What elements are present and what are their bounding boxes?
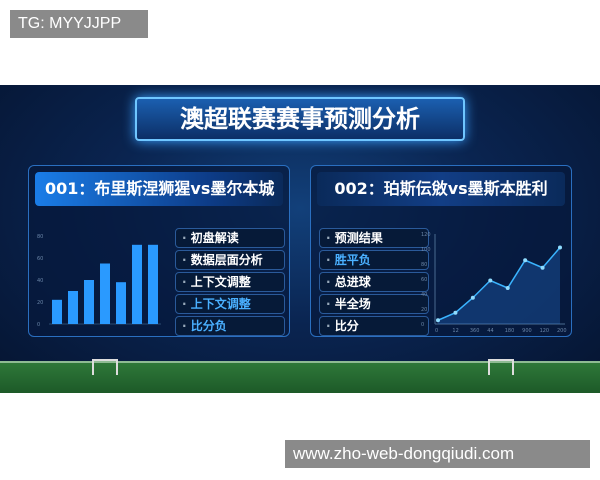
option-item[interactable]: 数据层面分析 [175,250,285,270]
option-item[interactable]: 预测结果 [319,228,429,248]
option-item[interactable]: 半全场 [319,294,429,314]
x-tick-label: 12 [452,328,458,334]
bar [68,291,78,324]
match-panel-2: 002：珀斯伝敓vs墨斯本胜利 预测结果胜平负总进球半全场比分 0 20 40 60 8… [310,165,572,337]
bar [100,263,110,324]
y-tick-label: 20 [421,307,427,313]
page-title: 澳超联赛赛事预测分析 [135,97,465,141]
data-point [523,258,528,263]
data-point [453,310,458,315]
y-tick-label: 40 [37,278,43,284]
data-point [558,245,562,250]
y-tick-label: 40 [421,292,427,298]
option-item[interactable]: 初盘解读 [175,228,285,248]
goal-left [92,359,118,375]
data-point [488,278,493,283]
data-point [436,318,440,323]
bar [132,244,142,324]
y-tick-label: 0 [37,322,40,328]
line-chart: 0 20 40 60 80 100 120 0 12 360 44 180 900 120 200 [421,232,567,334]
option-item[interactable]: 上下文调整 [175,272,285,292]
watermark-top: TG: MYYJJPP [10,10,148,38]
bar-chart: 0 20 40 60 80 [37,234,161,328]
y-tick-label: 120 [421,232,431,238]
banner: 澳超联赛赛事预测分析 001：布里斯涅狮猩vs墨尔本城 0 20 40 60 80 初盘… [0,85,600,393]
options-list-1: 初盘解读数据层面分析上下文调整上下文调整比分负 [175,228,285,336]
data-point [505,286,510,290]
option-item[interactable]: 比分 [319,316,429,336]
y-tick-label: 60 [421,277,427,283]
match-header-2: 002：珀斯伝敓vs墨斯本胜利 [317,172,565,206]
y-tick-label: 20 [37,300,43,306]
x-tick-label: 900 [522,328,532,334]
bar [84,280,94,324]
y-tick-label: 0 [421,322,424,328]
bar [52,299,62,324]
option-item[interactable]: 胜平负 [319,250,429,270]
series-line [437,247,561,321]
bar [116,282,126,324]
x-tick-label: 200 [557,328,567,334]
option-item[interactable]: 上下文调整 [175,294,285,314]
watermark-bottom: www.zho-web-dongqiudi.com [285,440,590,468]
y-tick-label: 60 [37,256,43,262]
bar [148,244,158,324]
x-tick-label: 360 [470,328,480,334]
x-tick-label: 180 [505,328,515,334]
y-tick-label: 100 [421,247,431,253]
x-tick-label: 120 [540,328,550,334]
y-tick-label: 80 [37,234,43,240]
y-tick-label: 80 [421,262,427,268]
match-panel-1: 001：布里斯涅狮猩vs墨尔本城 0 20 40 60 80 初盘解读数据层面分析上下文… [28,165,290,337]
option-item[interactable]: 总进球 [319,272,429,292]
goal-right [488,359,514,375]
options-list-2: 预测结果胜平负总进球半全场比分 [319,228,429,336]
data-point [470,295,475,300]
data-point [540,265,545,270]
option-item[interactable]: 比分负 [175,316,285,336]
x-tick-label: 0 [435,328,438,334]
x-tick-label: 44 [487,328,493,334]
match-header-1: 001：布里斯涅狮猩vs墨尔本城 [35,172,283,206]
football-field [0,361,600,393]
area-fill [438,247,560,324]
